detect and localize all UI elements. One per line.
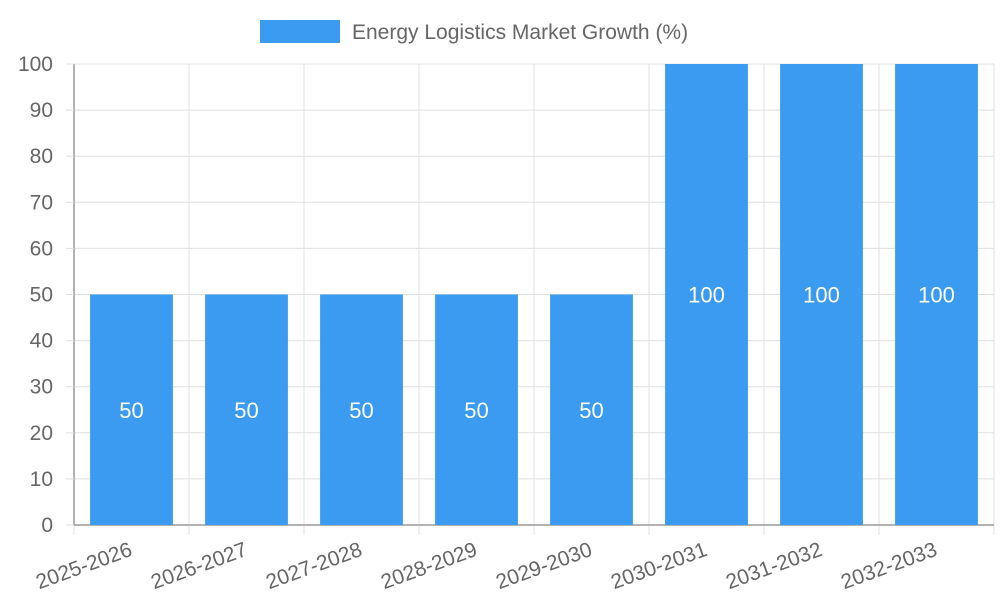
x-tick-label: 2031-2032 xyxy=(723,538,825,594)
y-tick-label: 70 xyxy=(30,191,53,214)
data-label: 50 xyxy=(464,398,488,423)
legend[interactable]: Energy Logistics Market Growth (%) xyxy=(260,20,688,44)
data-label: 100 xyxy=(688,283,725,308)
bar xyxy=(665,64,748,525)
bar xyxy=(780,64,863,525)
y-tick-label: 50 xyxy=(30,284,53,307)
x-tick-label: 2026-2027 xyxy=(148,538,250,594)
bar xyxy=(435,294,518,525)
y-tick-label: 10 xyxy=(30,468,53,491)
y-axis-ticks: 0 10 20 30 40 50 60 70 80 90 100 xyxy=(18,53,74,537)
data-label: 50 xyxy=(579,398,603,423)
data-labels: 50 50 50 50 50 100 100 100 xyxy=(119,283,955,423)
data-label: 100 xyxy=(918,283,955,308)
y-tick-label: 90 xyxy=(30,99,53,122)
x-tick-label: 2029-2030 xyxy=(493,538,595,594)
x-tick-label: 2027-2028 xyxy=(263,538,365,594)
y-tick-label: 40 xyxy=(30,330,53,353)
legend-swatch xyxy=(260,20,340,43)
y-tick-label: 20 xyxy=(30,422,53,445)
bar xyxy=(320,294,403,525)
x-tick-label: 2032-2033 xyxy=(838,538,940,594)
bars xyxy=(90,64,978,525)
bar xyxy=(90,294,173,525)
y-tick-label: 60 xyxy=(30,237,53,260)
data-label: 50 xyxy=(349,398,373,423)
bar xyxy=(550,294,633,525)
x-tick-label: 2030-2031 xyxy=(608,538,710,594)
data-label: 100 xyxy=(803,283,840,308)
y-tick-label: 30 xyxy=(30,376,53,399)
legend-label: Energy Logistics Market Growth (%) xyxy=(352,21,688,44)
data-label: 50 xyxy=(234,398,258,423)
x-axis-ticks: 2025-2026 2026-2027 2027-2028 2028-2029 2029… xyxy=(33,538,940,594)
bar xyxy=(895,64,978,525)
y-tick-label: 80 xyxy=(30,145,53,168)
data-label: 50 xyxy=(119,398,143,423)
y-tick-label: 0 xyxy=(41,514,53,537)
x-tick-label: 2028-2029 xyxy=(378,538,480,594)
bar xyxy=(205,294,288,525)
y-tick-label: 100 xyxy=(18,53,53,76)
x-tick-label: 2025-2026 xyxy=(33,538,135,594)
